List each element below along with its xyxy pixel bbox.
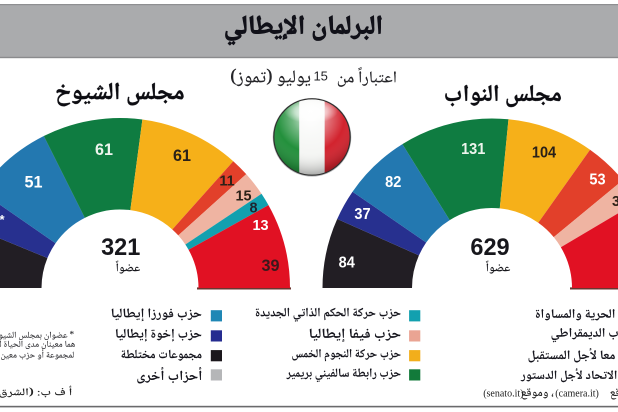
svg-text:37: 37: [354, 206, 370, 223]
svg-text:82: 82: [385, 174, 401, 191]
svg-text:131: 131: [461, 141, 485, 158]
svg-text:13: 13: [252, 218, 268, 234]
svg-text:61: 61: [95, 140, 113, 159]
svg-text:321: 321: [101, 234, 140, 261]
svg-text:629: 629: [470, 234, 509, 261]
svg-text:53: 53: [589, 171, 605, 188]
svg-text:104: 104: [532, 144, 557, 161]
svg-text:(camera.it): (camera.it): [555, 388, 599, 399]
svg-text:11: 11: [219, 173, 234, 189]
svg-text:31: 31: [612, 194, 618, 210]
svg-text:61: 61: [173, 146, 191, 165]
svg-text:(senato.it): (senato.it): [483, 388, 523, 399]
svg-text:15: 15: [313, 69, 327, 84]
svg-text:8: 8: [249, 200, 257, 216]
svg-text:39: 39: [262, 256, 280, 275]
svg-text:*: *: [0, 212, 5, 227]
svg-text:15: 15: [235, 188, 251, 204]
svg-text:51: 51: [25, 172, 43, 191]
svg-text:84: 84: [339, 254, 356, 271]
